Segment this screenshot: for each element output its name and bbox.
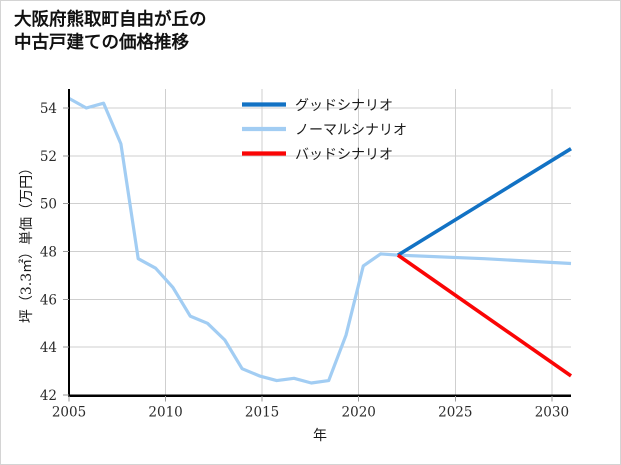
x-tickmarks	[68, 395, 553, 402]
x-ticklabel: 2015	[245, 405, 279, 421]
chart-legend: グッドシナリオ ノーマルシナリオ バッドシナリオ	[242, 98, 407, 163]
x-ticklabel: 2005	[52, 405, 86, 421]
series-line-normal	[68, 97, 572, 385]
title-line-1: 大阪府熊取町自由が丘の	[14, 10, 207, 30]
y-axis-label: 坪（3.3㎡）単価（万円）	[19, 161, 35, 323]
legend-item-normal[interactable]: ノーマルシナリオ	[242, 123, 407, 139]
series-line-bad	[396, 253, 573, 378]
x-ticklabel: 2010	[148, 405, 182, 421]
x-axis-label: 年	[313, 428, 327, 444]
legend-label-bad: バッドシナリオ	[295, 147, 393, 163]
x-ticklabel: 2030	[535, 405, 569, 421]
legend-label-good: グッドシナリオ	[295, 98, 393, 114]
y-ticklabel: 48	[40, 245, 57, 261]
y-ticklabel: 52	[40, 149, 57, 165]
legend-item-good[interactable]: グッドシナリオ	[242, 98, 393, 114]
y-tickmarks	[63, 107, 69, 396]
x-ticklabels: 2005 2010 2015 2020 2025 2030	[52, 405, 569, 421]
x-ticklabel: 2025	[438, 405, 472, 421]
y-ticklabel: 54	[40, 101, 57, 117]
y-ticklabel: 46	[40, 292, 57, 308]
y-ticklabels: 42 44 46 48 50 52 54	[40, 101, 57, 404]
axis-spines	[67, 89, 571, 397]
legend-item-bad[interactable]: バッドシナリオ	[242, 147, 393, 163]
series-line-good	[396, 147, 572, 257]
title-line-2: 中古戸建ての価格推移	[14, 33, 189, 54]
y-ticklabel: 44	[40, 340, 57, 356]
page-title: 大阪府熊取町自由が丘の 中古戸建ての価格推移	[14, 9, 574, 55]
x-ticklabel: 2020	[342, 405, 376, 421]
legend-label-normal: ノーマルシナリオ	[295, 123, 407, 139]
y-ticklabel: 42	[40, 388, 57, 404]
y-ticklabel: 50	[40, 197, 57, 213]
